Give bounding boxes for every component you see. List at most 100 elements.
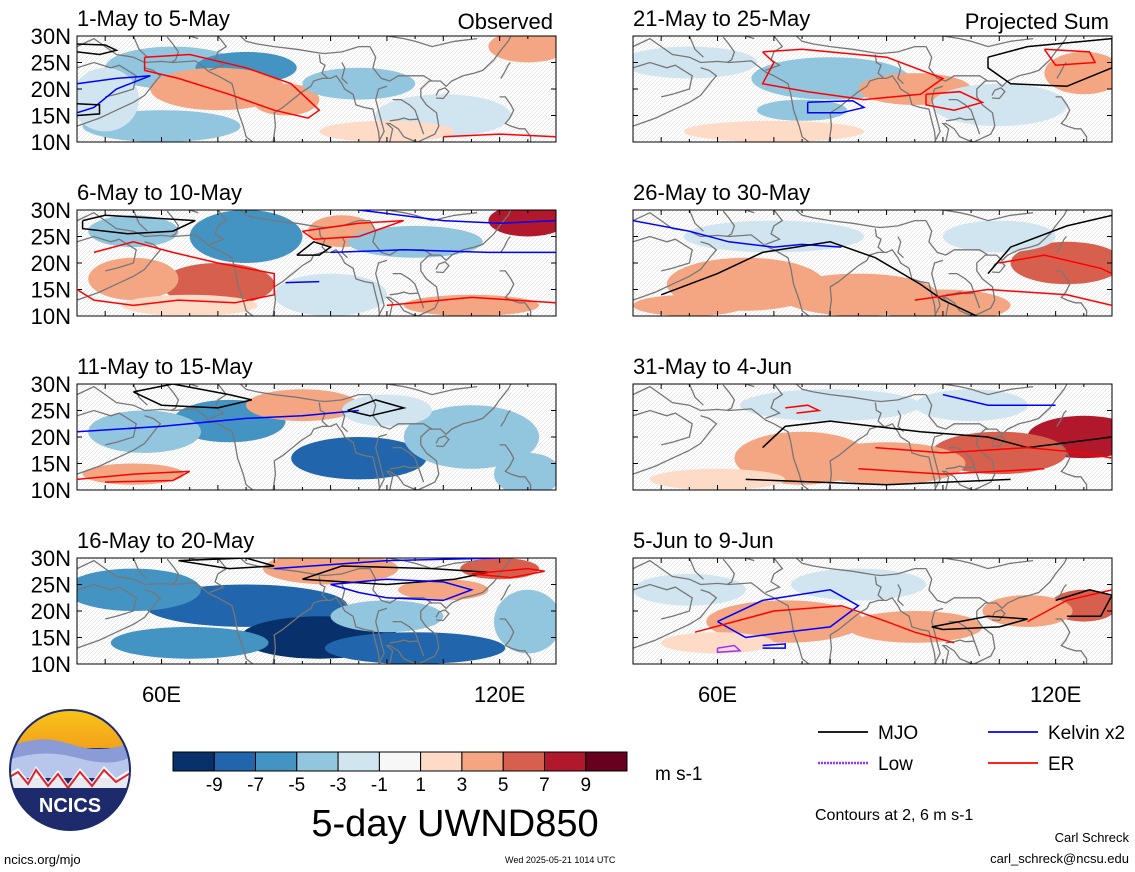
colorbar-swatch	[172, 751, 215, 772]
panel-title: 1-May to 5-May	[77, 6, 230, 31]
panel-title: 5-Jun to 9-Jun	[633, 528, 774, 553]
coastline	[874, 402, 885, 427]
colorbar-swatch	[544, 751, 587, 772]
er-contour	[443, 133, 556, 138]
kelvin-contour	[942, 393, 1056, 406]
y-tick-label: 30N	[31, 198, 71, 223]
anomaly-blob	[494, 452, 556, 490]
anomaly-blob	[740, 389, 921, 422]
y-tick-label: 15N	[31, 104, 71, 129]
coastline	[828, 422, 937, 490]
coastline	[499, 618, 532, 664]
coastline	[375, 607, 388, 664]
er-contour	[1027, 589, 1112, 623]
coastline	[77, 583, 137, 620]
anomaly-blob	[1010, 241, 1112, 285]
x-tick-label: 120E	[474, 682, 525, 707]
y-tick-label: 20N	[31, 251, 71, 276]
coastline	[948, 446, 981, 483]
coastline	[925, 220, 989, 256]
coastline	[948, 272, 981, 309]
coastline	[633, 37, 810, 142]
coastline	[945, 465, 974, 470]
colorbar-swatch	[255, 751, 298, 772]
coastlines	[77, 36, 532, 142]
colorbar-label: -7	[247, 775, 264, 796]
coastline	[389, 291, 418, 296]
anomaly-blob	[161, 263, 275, 306]
author: Carl Schreck	[1054, 830, 1129, 845]
coastline	[1055, 444, 1088, 490]
coastline	[389, 117, 418, 122]
colorbar-label: 7	[539, 775, 550, 796]
y-tick-label: 10N	[31, 652, 71, 677]
anomaly-blob	[488, 36, 556, 63]
anomaly-blob	[77, 568, 201, 611]
coastline	[209, 36, 228, 72]
coastline	[77, 61, 137, 98]
er-contour	[77, 470, 191, 483]
coastline	[945, 117, 974, 122]
er-contour	[143, 53, 321, 119]
mjo-contour	[77, 103, 101, 117]
figure-title: 5-day UWND850	[311, 803, 598, 845]
coastline	[722, 384, 736, 412]
colorbar: -9 -7 -5 -3 -1 1 3 5 7 9	[172, 751, 628, 796]
footer-url[interactable]: ncics.org/mjo	[4, 852, 81, 867]
mjo-contour	[178, 558, 275, 570]
coastline	[633, 67, 718, 127]
anomaly-blob	[982, 595, 1073, 627]
author-email[interactable]: carl_schreck@ncsu.edu	[990, 851, 1129, 866]
anomaly-blob	[683, 220, 865, 253]
anomaly-blob	[633, 294, 746, 316]
anomaly-field	[649, 389, 1112, 490]
coastline	[500, 410, 511, 427]
coastline	[1055, 96, 1088, 142]
coastline	[722, 210, 736, 238]
legend-entry: MJO	[818, 723, 918, 744]
colorbar-swatch	[296, 751, 339, 772]
mjo-contour	[660, 241, 978, 316]
coastline	[209, 558, 228, 594]
coastline	[829, 663, 832, 664]
coastline	[828, 248, 937, 316]
panel-title: 6-May to 10-May	[77, 180, 242, 205]
coastline	[633, 241, 718, 301]
anomaly-blob	[847, 611, 983, 643]
coastline	[874, 228, 885, 253]
coastline	[633, 559, 810, 664]
mjo-contour	[347, 399, 407, 417]
coastline	[1056, 584, 1067, 601]
coastline	[77, 589, 162, 649]
coastline	[369, 46, 433, 82]
coastline	[941, 558, 1068, 664]
coastline	[633, 589, 718, 649]
coastline	[688, 36, 704, 58]
coastline	[829, 141, 832, 142]
coastline	[829, 315, 832, 316]
coastline	[318, 576, 329, 601]
y-tick-label: 30N	[31, 546, 71, 571]
kelvin-contour	[330, 249, 556, 254]
coastline	[385, 558, 512, 664]
panel-title: 16-May to 20-May	[77, 528, 254, 553]
anomaly-blob	[633, 573, 746, 606]
coastline	[795, 210, 926, 229]
panel-title: 21-May to 25-May	[633, 6, 810, 31]
kelvin-contour	[274, 558, 500, 570]
x-tick-label: 120E	[1030, 682, 1081, 707]
coastline	[369, 568, 433, 604]
anomaly-blob	[150, 67, 286, 111]
mjo-contour	[745, 478, 1011, 486]
anomaly-blob	[274, 273, 387, 316]
coastline	[897, 236, 904, 259]
er-contour	[694, 604, 955, 644]
coastline	[941, 210, 1068, 316]
coastline	[941, 384, 1068, 490]
anomaly-blob	[403, 405, 540, 469]
coastline	[688, 384, 704, 406]
coastline	[77, 559, 254, 664]
coastline	[765, 558, 784, 594]
column-tag: Observed	[458, 9, 553, 34]
